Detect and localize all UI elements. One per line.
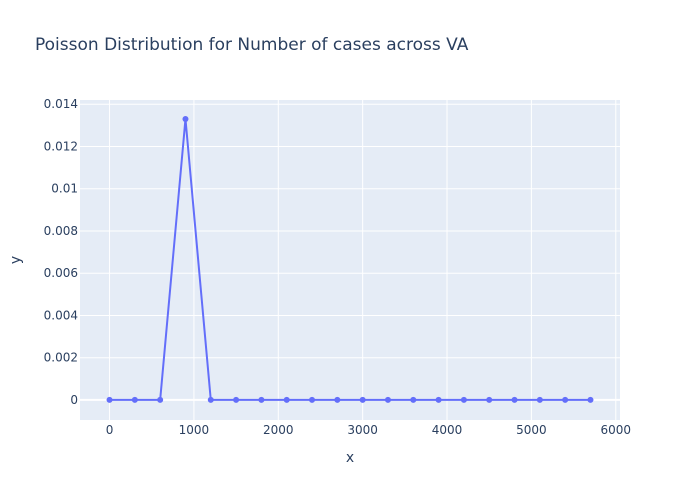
x-tick-label: 4000 bbox=[432, 423, 463, 437]
y-tick-label: 0.014 bbox=[44, 97, 78, 111]
data-point[interactable] bbox=[511, 396, 518, 403]
chart-title: Poisson Distribution for Number of cases… bbox=[35, 35, 469, 55]
y-tick-label: 0.004 bbox=[44, 308, 78, 322]
y-tick-label: 0 bbox=[70, 393, 78, 407]
data-point[interactable] bbox=[460, 396, 467, 403]
data-point[interactable] bbox=[233, 396, 240, 403]
data-point[interactable] bbox=[587, 396, 594, 403]
data-point[interactable] bbox=[106, 396, 113, 403]
data-point[interactable] bbox=[157, 396, 164, 403]
y-axis-title: y bbox=[8, 256, 24, 264]
data-point[interactable] bbox=[359, 396, 366, 403]
series-line bbox=[109, 118, 591, 401]
data-point[interactable] bbox=[283, 396, 290, 403]
x-tick-label: 2000 bbox=[263, 423, 294, 437]
data-point[interactable] bbox=[410, 396, 417, 403]
data-point[interactable] bbox=[486, 396, 493, 403]
data-point[interactable] bbox=[435, 396, 442, 403]
data-point[interactable] bbox=[309, 396, 316, 403]
y-tick-label: 0.006 bbox=[44, 266, 78, 280]
x-axis-title: x bbox=[346, 450, 354, 466]
plot-background bbox=[80, 100, 620, 420]
series-layer bbox=[106, 116, 594, 403]
y-tick-label: 0.002 bbox=[44, 351, 78, 365]
x-tick-label: 1000 bbox=[179, 423, 210, 437]
data-point[interactable] bbox=[562, 396, 569, 403]
data-point[interactable] bbox=[334, 396, 341, 403]
y-axis-ticks: 0 0.002 0.004 0.006 0.008 0.01 0.012 0.014 bbox=[44, 97, 78, 407]
x-axis-ticks: 0 1000 2000 3000 4000 5000 6000 bbox=[106, 423, 631, 437]
y-tick-label: 0.008 bbox=[44, 224, 78, 238]
data-point[interactable] bbox=[182, 116, 189, 123]
data-point[interactable] bbox=[258, 396, 265, 403]
x-tick-label: 3000 bbox=[347, 423, 378, 437]
x-tick-label: 0 bbox=[106, 423, 114, 437]
grid bbox=[80, 100, 620, 420]
x-tick-label: 5000 bbox=[516, 423, 547, 437]
y-tick-label: 0.01 bbox=[51, 182, 78, 196]
y-tick-label: 0.012 bbox=[44, 139, 78, 153]
data-point[interactable] bbox=[207, 396, 214, 403]
data-point[interactable] bbox=[384, 396, 391, 403]
x-tick-label: 6000 bbox=[601, 423, 632, 437]
data-point[interactable] bbox=[536, 396, 543, 403]
data-point[interactable] bbox=[131, 396, 138, 403]
